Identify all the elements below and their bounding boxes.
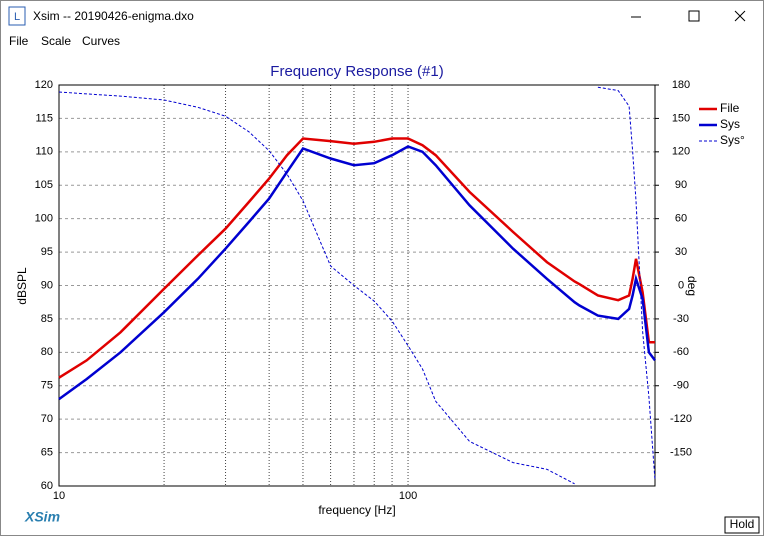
y-tick-label: 65 (41, 446, 53, 458)
y-tick-label: 60 (41, 480, 53, 492)
y-axis-label: dBSPL (15, 267, 29, 305)
y2-tick-label: -120 (670, 413, 692, 425)
y-tick-label: 105 (35, 179, 53, 191)
maximize-button[interactable] (688, 10, 700, 22)
y-tick-label: 80 (41, 346, 53, 358)
y2-tick-label: 0 (678, 279, 684, 291)
hold-button[interactable] (724, 516, 760, 534)
app-icon-glyph: L (14, 11, 20, 23)
y-tick-label: 90 (41, 279, 53, 291)
hold-button-label[interactable]: Hold (730, 517, 755, 531)
y-tick-label: 85 (41, 313, 53, 325)
y-tick-label: 95 (41, 246, 53, 258)
y2-tick-label: -30 (673, 313, 689, 325)
series-line (58, 145, 656, 401)
plot-frame (58, 84, 656, 487)
y2-tick-label: 90 (675, 179, 687, 191)
legend-label: Sys (720, 117, 740, 131)
y2-tick-label: 150 (672, 112, 690, 124)
legend-label: File (720, 101, 740, 115)
y2-tick-label: 60 (675, 213, 687, 225)
y2-tick-label: 180 (672, 79, 690, 91)
y-tick-label: 115 (35, 112, 53, 124)
series-line (58, 137, 655, 379)
y-tick-label: 110 (35, 146, 53, 158)
y2-axis-label: deg (685, 276, 699, 296)
x-tick-label: 10 (53, 490, 65, 502)
legend-label: Sys° (720, 133, 745, 147)
y-tick-label: 100 (35, 213, 53, 225)
menu-item[interactable]: File (9, 34, 29, 48)
brand: XSim (24, 509, 60, 525)
y2-tick-label: -60 (673, 346, 689, 358)
y-tick-label: 120 (35, 79, 53, 91)
y2-tick-label: 120 (672, 146, 690, 158)
menu-item[interactable]: Curves (82, 34, 120, 48)
menu-item[interactable]: Scale (41, 34, 71, 48)
y2-tick-label: -150 (670, 446, 692, 458)
y-tick-label: 70 (41, 413, 53, 425)
close-button[interactable] (734, 10, 746, 22)
x-tick-label: 100 (399, 490, 417, 502)
x-axis-label: frequency [Hz] (318, 503, 395, 517)
series-line (58, 86, 656, 485)
y2-tick-label: 30 (675, 246, 687, 258)
app-icon (8, 6, 26, 26)
y2-tick-label: -90 (673, 380, 689, 392)
window-title: Xsim -- 20190426-enigma.dxo (33, 9, 194, 23)
y-tick-label: 75 (41, 380, 53, 392)
chart-title: Frequency Response (#1) (270, 63, 443, 80)
